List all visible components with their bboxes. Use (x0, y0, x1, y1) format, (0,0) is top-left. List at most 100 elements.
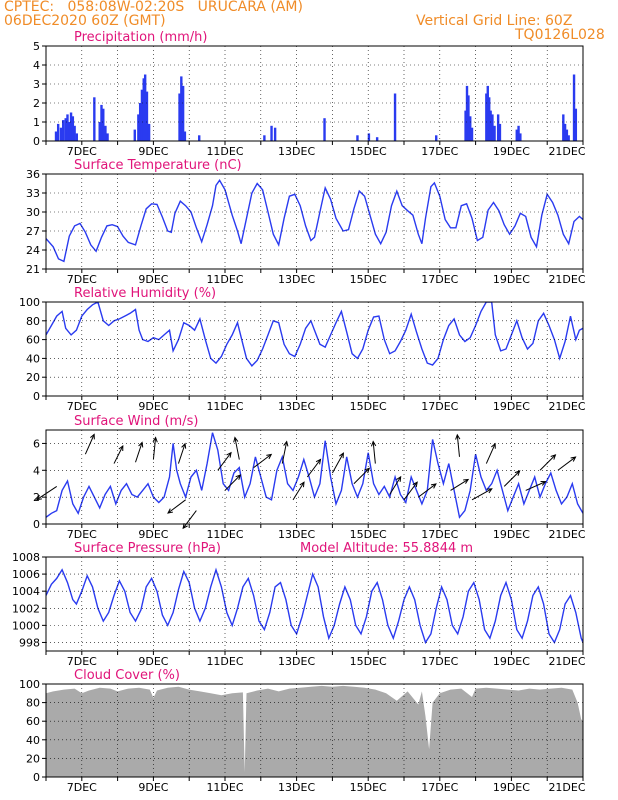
precip-bar (61, 120, 65, 141)
panel-frame (45, 301, 584, 397)
x-tick-label: 11DEC (206, 528, 243, 541)
precip-bar (181, 85, 185, 141)
wind-arrow (503, 470, 520, 487)
precip-bar (140, 89, 144, 141)
x-tick-label: 17DEC (421, 655, 458, 668)
wind-arrow-head (226, 451, 232, 458)
series-line-4 (46, 567, 583, 645)
y-tick-label: 100 (19, 678, 40, 691)
x-tick-label: 9DEC (138, 528, 168, 541)
wind-arrow (84, 434, 95, 455)
wind-arrow-head (491, 442, 496, 449)
panel-title: Surface Wind (m/s) (74, 414, 198, 429)
wind-arrow-head (430, 483, 437, 489)
y-tick-label: 27 (26, 225, 40, 238)
wind-arrow (331, 452, 344, 474)
x-tick-label: 17DEC (421, 400, 458, 413)
wind-arrow-head (570, 456, 577, 462)
wind-arrow (234, 437, 240, 460)
y-tick-label: 20 (26, 371, 40, 384)
y-tick-label: 40 (26, 734, 40, 747)
x-tick-label: 11DEC (206, 273, 243, 286)
x-tick-label: 13DEC (278, 528, 315, 541)
panel-title: Surface Pressure (hPa) (74, 541, 221, 556)
y-tick-label: 4 (33, 464, 40, 477)
y-tick-label: 1006 (12, 568, 40, 581)
wind-arrow-head (152, 436, 158, 443)
y-tick-label: 60 (26, 715, 40, 728)
x-tick-label: 15DEC (350, 528, 387, 541)
series-line-1 (46, 178, 583, 263)
wind-arrow-head (486, 488, 493, 494)
precip-bar (465, 85, 469, 141)
precip-bar (178, 93, 181, 141)
y-tick-label: 100 (19, 296, 40, 309)
precip-bar (485, 93, 488, 141)
x-tick-label: 13DEC (278, 273, 315, 286)
panel-frame (45, 683, 584, 778)
wind-arrow-head (235, 474, 242, 480)
wind-arrow (281, 441, 288, 464)
wind-arrow (485, 443, 496, 464)
panel-title: Precipitation (mm/h) (74, 30, 207, 45)
cloud-cover-area (46, 685, 583, 777)
wind-arrow (217, 452, 232, 471)
series-line-2 (46, 302, 583, 367)
wind-arrow (539, 454, 556, 471)
x-tick-label: 7DEC (67, 528, 97, 541)
wind-arrow-head (396, 475, 402, 482)
wind-arrow (167, 499, 186, 514)
precip-bar (567, 135, 570, 141)
panel-title: Cloud Cover (%) (74, 668, 180, 683)
x-tick-label: 13DEC (278, 145, 315, 158)
wind-arrow-head (370, 440, 377, 447)
y-tick-label: 80 (26, 315, 40, 328)
x-tick-label: 21DEC (548, 145, 585, 158)
x-tick-label: 15DEC (350, 145, 387, 158)
wind-arrow-head (266, 453, 273, 460)
x-tick-label: 19DEC (493, 781, 530, 794)
precip-bar (469, 116, 472, 141)
wind-arrow (525, 481, 546, 491)
wind-arrow (113, 445, 124, 464)
x-tick-label: 15DEC (350, 655, 387, 668)
model-altitude-annotation: Model Altitude: 55.8844 m (300, 541, 473, 556)
wind-arrow (177, 443, 186, 464)
y-tick-label: 20 (26, 752, 40, 765)
x-tick-label: 7DEC (67, 781, 97, 794)
wind-arrow-head (167, 508, 174, 514)
y-tick-label: 60 (26, 334, 40, 347)
panel-title: Surface Temperature (nC) (74, 158, 242, 173)
precip-bar (64, 118, 67, 141)
precip-bar (98, 122, 101, 141)
precip-bar (498, 123, 502, 141)
x-tick-label: 17DEC (421, 273, 458, 286)
y-tick-label: 30 (26, 206, 40, 219)
wind-arrow (471, 488, 493, 501)
precip-bar (68, 122, 71, 141)
x-tick-label: 11DEC (206, 145, 243, 158)
precip-bar (54, 131, 58, 141)
x-tick-label: 15DEC (350, 400, 387, 413)
wind-arrow-head (138, 441, 144, 448)
precip-bar (323, 118, 326, 141)
y-tick-label: 3 (33, 78, 40, 91)
precip-bar (66, 114, 69, 141)
precip-bar (71, 116, 75, 141)
precip-bar (491, 114, 494, 141)
x-tick-label: 9DEC (138, 655, 168, 668)
y-tick-label: 80 (26, 697, 40, 710)
precip-bar (515, 129, 518, 141)
precip-bar (263, 135, 266, 141)
panel-frame (45, 45, 584, 142)
precip-bar (375, 137, 379, 141)
wind-arrow-head (540, 480, 547, 486)
y-tick-label: 24 (26, 244, 40, 257)
panel-title: Relative Humidity (%) (74, 286, 216, 301)
wind-arrow (389, 476, 402, 495)
precip-bar (56, 123, 60, 141)
y-tick-label: 33 (26, 187, 40, 200)
x-tick-label: 11DEC (206, 655, 243, 668)
precip-bar (133, 129, 136, 141)
